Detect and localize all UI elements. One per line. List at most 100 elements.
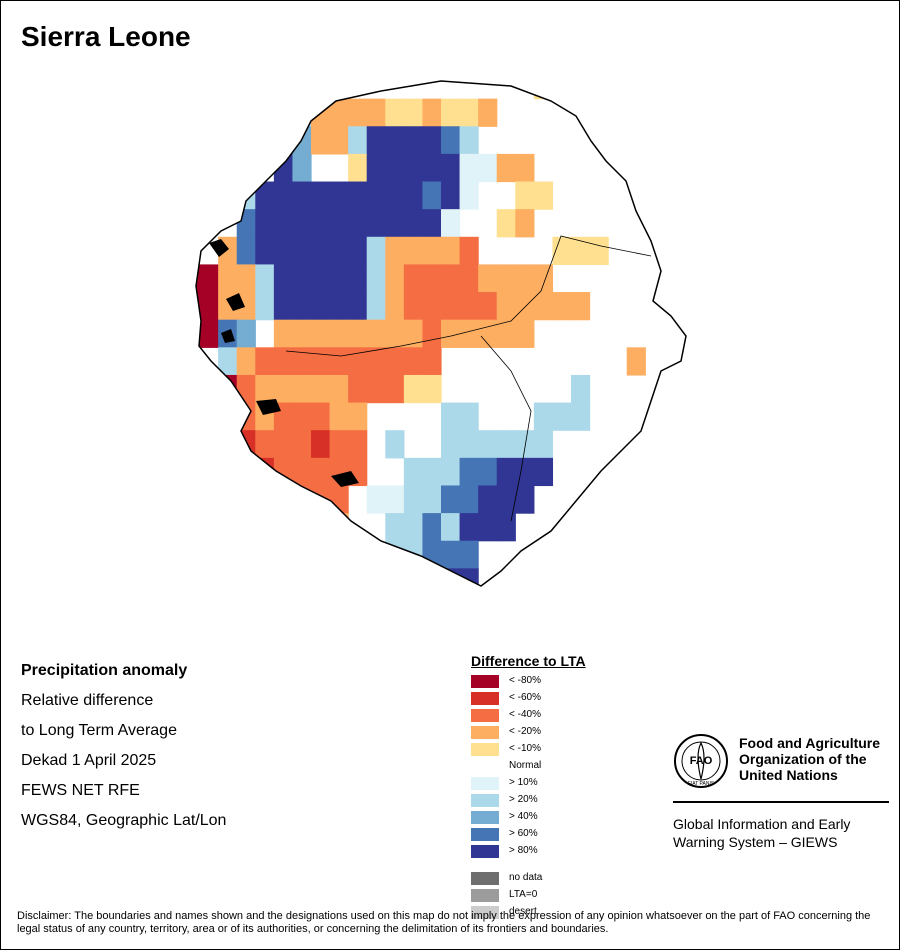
anomaly-cell bbox=[496, 430, 516, 459]
anomaly-cell bbox=[385, 374, 405, 404]
anomaly-cell bbox=[292, 457, 312, 487]
anomaly-cell bbox=[218, 402, 238, 431]
anomaly-cell bbox=[441, 513, 461, 542]
legend-item-swatch bbox=[471, 675, 499, 688]
country-map bbox=[195, 80, 687, 587]
anomaly-cell bbox=[441, 126, 461, 155]
anomaly-cell bbox=[311, 292, 331, 321]
anomaly-cell bbox=[273, 485, 294, 514]
anomaly-cell bbox=[515, 319, 535, 348]
fao-logo-motto: FIAT PANIS bbox=[688, 781, 715, 787]
anomaly-cell bbox=[403, 319, 424, 348]
legend-extra-items: no data LTA=0 desert bbox=[471, 870, 586, 921]
anomaly-cell bbox=[441, 153, 461, 183]
anomaly-cell bbox=[348, 430, 368, 459]
anomaly-cell bbox=[441, 236, 461, 266]
anomaly-cell bbox=[459, 236, 479, 266]
legend-item-row: > 10% bbox=[471, 775, 586, 792]
info-line-1: Relative difference bbox=[21, 692, 154, 709]
anomaly-cell bbox=[329, 209, 349, 238]
anomaly-cell bbox=[329, 181, 349, 210]
anomaly-cell bbox=[236, 374, 256, 404]
anomaly-cell bbox=[366, 209, 386, 238]
anomaly-cell bbox=[329, 430, 349, 459]
anomaly-cell bbox=[496, 292, 516, 321]
anomaly-cell bbox=[626, 347, 646, 376]
legend-items: < -80% < -60% < -40% < -20% < -10% Normal > 10… bbox=[471, 673, 586, 860]
anomaly-cell bbox=[459, 126, 479, 155]
anomaly-cell bbox=[273, 319, 294, 348]
anomaly-cell bbox=[422, 457, 442, 487]
anomaly-cell bbox=[273, 347, 294, 376]
anomaly-cell bbox=[273, 430, 294, 459]
anomaly-cell bbox=[441, 568, 461, 586]
map-title: Sierra Leone bbox=[21, 21, 191, 52]
anomaly-cell bbox=[311, 374, 331, 404]
legend-item-row: < -10% bbox=[471, 741, 586, 758]
anomaly-cell bbox=[236, 209, 256, 238]
anomaly-cell bbox=[218, 430, 238, 459]
legend-title: Difference to LTA bbox=[471, 653, 586, 669]
anomaly-cell bbox=[385, 181, 405, 210]
anomaly-cell bbox=[533, 457, 554, 487]
anomaly-cell bbox=[196, 264, 201, 293]
anomaly-cell bbox=[311, 347, 331, 376]
anomaly-cell bbox=[255, 430, 275, 459]
legend-item-label: < -40% bbox=[509, 709, 541, 720]
anomaly-cell bbox=[311, 513, 331, 542]
legend-item-label: < -20% bbox=[509, 726, 541, 737]
legend-item-label: < -10% bbox=[509, 743, 541, 754]
anomaly-cell bbox=[403, 153, 424, 183]
anomaly-cell bbox=[385, 209, 405, 238]
anomaly-cell bbox=[311, 264, 331, 293]
anomaly-cell bbox=[385, 98, 405, 127]
anomaly-cell bbox=[533, 264, 554, 293]
anomaly-cell bbox=[236, 457, 256, 487]
legend-item-label: > 40% bbox=[509, 811, 538, 822]
anomaly-cell bbox=[552, 292, 572, 321]
anomaly-cell bbox=[385, 319, 405, 348]
anomaly-cell bbox=[311, 457, 331, 487]
anomaly-cell bbox=[552, 402, 572, 431]
anomaly-cell bbox=[385, 292, 405, 321]
anomaly-cell bbox=[422, 319, 442, 348]
anomaly-cell bbox=[255, 236, 275, 266]
anomaly-cell bbox=[236, 181, 256, 210]
anomaly-cell bbox=[459, 485, 479, 514]
anomaly-cell bbox=[533, 402, 554, 431]
info-line-3: Dekad 1 April 2025 bbox=[21, 752, 157, 769]
anomaly-cell bbox=[403, 126, 424, 155]
legend-item-label: < -80% bbox=[509, 675, 541, 686]
legend-item-label: > 60% bbox=[509, 828, 538, 839]
anomaly-cell bbox=[236, 264, 256, 293]
anomaly-cell bbox=[478, 457, 498, 487]
anomaly-cell bbox=[552, 236, 572, 266]
anomaly-cell bbox=[218, 374, 238, 404]
anomaly-cell bbox=[459, 181, 479, 210]
info-line-5: WGS84, Geographic Lat/Lon bbox=[21, 812, 227, 829]
anomaly-cell bbox=[403, 374, 424, 404]
info-heading: Precipitation anomaly bbox=[21, 662, 188, 679]
legend-item-swatch bbox=[471, 726, 499, 739]
anomaly-cell bbox=[422, 236, 442, 266]
legend-extra-row: desert bbox=[471, 904, 586, 921]
anomaly-cell bbox=[218, 347, 238, 376]
anomaly-cell bbox=[255, 485, 275, 514]
anomaly-cell bbox=[515, 292, 535, 321]
anomaly-cell bbox=[403, 236, 424, 266]
anomaly-cell bbox=[571, 236, 591, 266]
anomaly-cell bbox=[292, 347, 312, 376]
anomaly-cell bbox=[199, 264, 219, 293]
anomaly-cell bbox=[329, 264, 349, 293]
legend-item-row: < -80% bbox=[471, 673, 586, 690]
country-border bbox=[195, 80, 687, 587]
anomaly-cell bbox=[496, 209, 516, 238]
anomaly-cell bbox=[589, 236, 609, 266]
anomaly-cell bbox=[571, 374, 591, 404]
anomaly-cell bbox=[533, 292, 554, 321]
anomaly-cell bbox=[366, 292, 386, 321]
anomaly-cell bbox=[292, 98, 312, 127]
legend-item-label: > 80% bbox=[509, 845, 538, 856]
anomaly-cell bbox=[441, 430, 461, 459]
anomaly-cell bbox=[496, 153, 516, 183]
